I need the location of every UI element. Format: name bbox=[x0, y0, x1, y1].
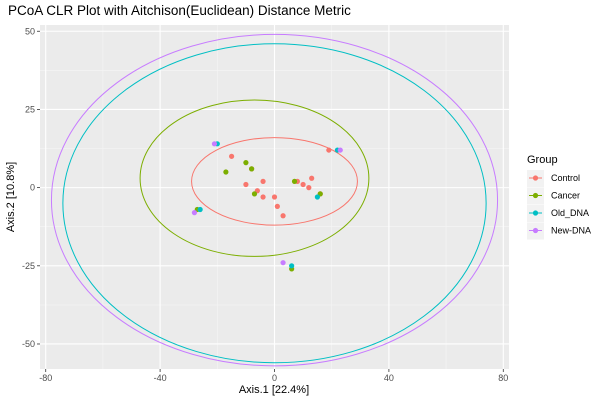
legend-item-cancer: Cancer bbox=[527, 187, 580, 205]
point-old-dna bbox=[314, 194, 320, 200]
legend-items: Control Cancer Old_DNA New-DNA bbox=[527, 170, 591, 240]
ellipses bbox=[50, 33, 499, 367]
legend-label: New-DNA bbox=[551, 226, 591, 236]
point-control bbox=[229, 153, 235, 159]
point-control bbox=[280, 213, 286, 219]
y-axis-label: Axis.2 [10.8%] bbox=[5, 162, 17, 232]
x-tick-label: -40 bbox=[154, 373, 167, 383]
y-tick-label: 0 bbox=[30, 183, 35, 193]
y-tick-label: 25 bbox=[25, 104, 35, 114]
legend-item-old-dna: Old_DNA bbox=[527, 205, 589, 222]
y-tick-label: -50 bbox=[22, 339, 35, 349]
point-control bbox=[309, 175, 315, 181]
x-tick-label: 0 bbox=[272, 373, 277, 383]
legend-item-control: Control bbox=[527, 170, 580, 187]
point-control bbox=[274, 203, 280, 209]
ellipse-old-dna bbox=[62, 43, 487, 364]
x-axis-ticks: -80 -40 0 40 80 bbox=[39, 369, 508, 383]
ellipse-new-dna bbox=[50, 33, 499, 367]
x-tick-label: 40 bbox=[384, 373, 394, 383]
legend-label: Cancer bbox=[551, 191, 580, 201]
x-tick-label: 80 bbox=[498, 373, 508, 383]
point-old-dna bbox=[197, 206, 203, 213]
legend-key-point bbox=[532, 210, 539, 216]
legend-key-point bbox=[532, 192, 539, 199]
legend-item-new-dna: New-DNA bbox=[527, 222, 591, 240]
legend-label: Old_DNA bbox=[551, 208, 589, 218]
point-control bbox=[300, 181, 306, 188]
point-new-dna bbox=[191, 210, 198, 216]
ellipse-cancer bbox=[139, 99, 370, 257]
point-old-dna bbox=[289, 263, 295, 269]
y-tick-label: 50 bbox=[25, 26, 35, 36]
point-new-dna bbox=[280, 260, 286, 266]
chart-title: PCoA CLR Plot with Aitchison(Euclidean) … bbox=[8, 3, 351, 18]
points bbox=[191, 141, 343, 272]
legend-key-point bbox=[532, 227, 539, 234]
ellipse-control bbox=[191, 137, 358, 226]
point-cancer bbox=[243, 160, 249, 166]
legend: Group Control Cancer Old_DNA New-DNA bbox=[527, 154, 591, 240]
point-control bbox=[326, 147, 332, 153]
point-control bbox=[271, 194, 278, 200]
legend-key-point bbox=[532, 175, 539, 181]
x-tick-label: -80 bbox=[39, 373, 52, 383]
point-cancer bbox=[249, 166, 255, 172]
point-new-dna bbox=[211, 141, 218, 147]
y-axis-ticks: -50 -25 0 25 50 bbox=[22, 26, 40, 349]
point-cancer bbox=[251, 191, 258, 197]
point-cancer bbox=[291, 178, 298, 184]
legend-title: Group bbox=[527, 154, 558, 166]
point-control bbox=[260, 178, 266, 184]
point-control bbox=[260, 194, 266, 200]
point-cancer bbox=[223, 169, 229, 175]
legend-label: Control bbox=[551, 173, 580, 183]
x-axis-label: Axis.1 [22.4%] bbox=[239, 384, 309, 396]
y-tick-label: -25 bbox=[22, 261, 35, 271]
point-new-dna bbox=[337, 147, 343, 153]
point-control bbox=[306, 185, 312, 191]
point-control bbox=[243, 181, 249, 188]
